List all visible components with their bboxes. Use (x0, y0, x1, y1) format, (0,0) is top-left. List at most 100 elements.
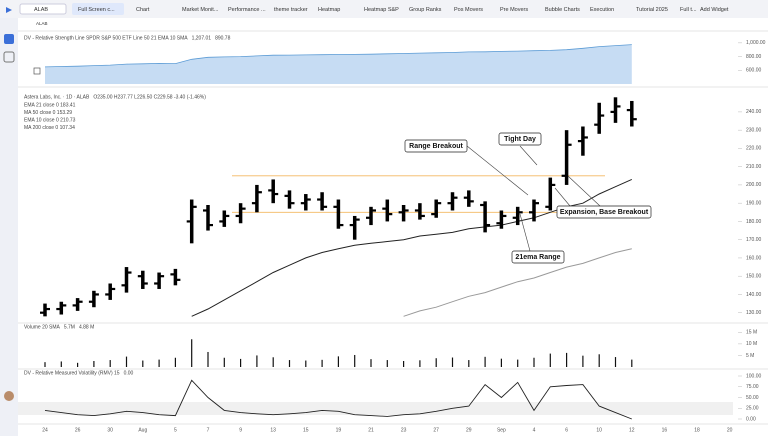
active-tab[interactable] (72, 3, 124, 15)
y-tick-label: 230.00 (746, 127, 762, 133)
x-tick-label: 21 (368, 427, 374, 433)
legend-value: 0.00 (124, 370, 134, 376)
avatar[interactable] (4, 391, 14, 401)
rs-line (44, 44, 632, 68)
annotation: Range Breakout (409, 143, 463, 150)
annotation: Expansion, Base Breakout (560, 209, 649, 216)
tab[interactable]: Bubble Charts (545, 7, 580, 13)
y-tick-label: 100.00 (746, 373, 762, 379)
toolbar-symbol[interactable]: ALAB (36, 21, 48, 26)
x-tick-label: 27 (433, 427, 439, 433)
y-tick-label: 600.00 (746, 68, 762, 74)
logo (6, 7, 12, 13)
moving-average (403, 248, 632, 317)
rmv-line (44, 379, 632, 420)
y-tick-label: 200.00 (746, 182, 762, 188)
y-tick-label: 180.00 (746, 219, 762, 225)
panel-title: Astera Labs, Inc. · 1D · ALAB (24, 94, 90, 100)
tab[interactable]: Pre Movers (500, 7, 528, 13)
y-tick-label: 5 M (746, 353, 754, 359)
annotation: 21ema Range (515, 254, 560, 261)
x-tick-label: 15 (303, 427, 309, 433)
annotation-arrow (567, 175, 601, 207)
tab[interactable]: theme tracker (274, 7, 308, 13)
x-tick-label: 13 (270, 427, 276, 433)
y-tick-label: 160.00 (746, 255, 762, 261)
tab[interactable]: Heatmap S&P (364, 7, 399, 13)
annotation-box (404, 139, 468, 153)
sidebar-icon[interactable] (4, 34, 14, 44)
add-widget[interactable]: Add Widget (700, 7, 729, 13)
y-tick-label: 210.00 (746, 164, 762, 170)
x-tick-label: 4 (533, 427, 536, 433)
x-tick-label: 12 (629, 427, 635, 433)
x-tick-label: Sep (497, 427, 506, 433)
rs-area (45, 44, 632, 84)
top-bar (0, 0, 768, 18)
panel-title: Volume 20 SMA (24, 324, 61, 330)
y-tick-label: 10 M (746, 341, 757, 347)
y-tick-label: 170.00 (746, 237, 762, 243)
annotation-arrow (554, 187, 571, 207)
rmv-band (18, 402, 733, 415)
x-tick-label: 5 (174, 427, 177, 433)
x-tick-label: 10 (596, 427, 602, 433)
x-tick-label: 30 (107, 427, 113, 433)
indicator-legend: EMA 21 close 0 183.41 (24, 102, 76, 108)
legend-value: 890.78 (215, 35, 231, 41)
annotation-arrow (466, 145, 529, 196)
tab[interactable]: Heatmap (318, 7, 340, 13)
tab[interactable]: Performance ... (228, 7, 266, 13)
x-tick-label: Aug (138, 427, 147, 433)
tab[interactable]: Pos Movers (454, 7, 483, 13)
indicator-legend: EMA 10 close 0 210.73 (24, 117, 76, 123)
y-tick-label: 50.00 (746, 395, 759, 401)
annotation-box (556, 205, 652, 219)
tab[interactable]: Market Monit... (182, 7, 219, 13)
x-tick-label: 19 (336, 427, 342, 433)
x-tick-label: 6 (565, 427, 568, 433)
x-tick-label: 23 (401, 427, 407, 433)
annotation-arrow (519, 213, 531, 252)
indicator-legend: MA 200 close 0 107.34 (24, 125, 75, 131)
y-tick-label: 240.00 (746, 109, 762, 115)
panel-title: DV - Relative Strength Line SPDR S&P 500… (24, 35, 188, 41)
tab[interactable]: Chart (136, 7, 150, 13)
legend-value: 5.7M (64, 324, 75, 330)
annotation-box (498, 132, 542, 146)
indicator-legend: MA 50 close 0 153.29 (24, 110, 72, 116)
annotation: Tight Day (504, 136, 536, 143)
x-tick-label: 9 (239, 427, 242, 433)
legend-value: 4.88 M (79, 324, 94, 330)
y-tick-label: 25.00 (746, 406, 759, 412)
y-tick-label: 1,000.00 (746, 40, 766, 46)
y-tick-label: 130.00 (746, 310, 762, 316)
x-tick-label: 20 (727, 427, 733, 433)
x-tick-label: 24 (42, 427, 48, 433)
panel-separators (18, 30, 768, 425)
tab[interactable]: Group Ranks (409, 7, 442, 13)
y-tick-label: 150.00 (746, 274, 762, 280)
y-tick-label: 220.00 (746, 146, 762, 152)
y-tick-label: 800.00 (746, 54, 762, 60)
tab[interactable]: Execution (590, 7, 614, 13)
active-tab-label[interactable]: Full Screen c... (78, 7, 115, 13)
tab[interactable]: Tutorial 2025 (636, 7, 668, 13)
x-tick-label: 7 (207, 427, 210, 433)
search-text[interactable]: ALAB (34, 7, 48, 13)
annotation-arrow (519, 145, 538, 166)
x-tick-label: 29 (466, 427, 472, 433)
legend-value: 1,207.01 (192, 35, 212, 41)
y-tick-label: 0.00 (746, 416, 756, 422)
y-tick-label: 190.00 (746, 201, 762, 207)
y-tick-label: 15 M (746, 330, 757, 336)
panel-title: DV - Relative Measured Volatility (RMV) … (24, 370, 120, 376)
sidebar (0, 18, 18, 436)
x-tick-label: 26 (75, 427, 81, 433)
tab[interactable]: Full t... (680, 7, 697, 13)
sidebar-icon[interactable] (3, 51, 15, 63)
ohlc-legend: O235.00 H237.77 L226.50 C229.58 -3.40 (-… (93, 94, 206, 100)
search-box[interactable] (19, 3, 67, 15)
